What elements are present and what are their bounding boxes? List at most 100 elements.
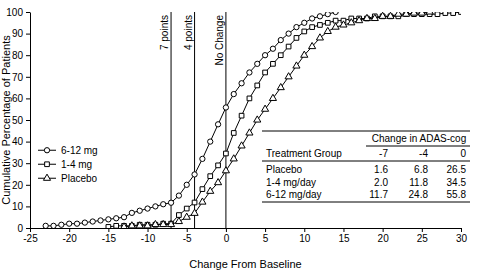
y-tick-label: 90 (12, 28, 24, 39)
x-tick: 0 (224, 228, 230, 244)
x-tick-label: 10 (299, 233, 311, 244)
x-tick-mark (383, 228, 384, 232)
marker (136, 222, 143, 228)
marker (238, 142, 245, 148)
marker (278, 53, 283, 58)
marker (316, 34, 323, 40)
marker (309, 42, 316, 48)
marker (231, 91, 236, 96)
y-tick-mark (26, 163, 30, 164)
marker (43, 223, 48, 228)
marker (317, 14, 322, 19)
legend-entry: 1-4 mg (38, 159, 92, 170)
table-cell: 55.8 (447, 189, 467, 200)
marker (129, 210, 134, 215)
marker (176, 193, 181, 198)
marker (293, 62, 300, 68)
annotation: No Change (214, 15, 225, 66)
series-line (108, 12, 461, 227)
x-tick-mark (69, 228, 70, 232)
legend-entry: Placebo (38, 173, 98, 184)
table-row-label: 1-4 mg/day (266, 177, 316, 188)
x-tick-label: -10 (141, 233, 156, 244)
marker (98, 218, 103, 223)
x-tick-mark (30, 228, 31, 232)
marker (269, 94, 276, 100)
x-tick: -25 (23, 228, 38, 244)
marker (277, 83, 284, 89)
y-tick-mark (26, 142, 30, 143)
marker (114, 223, 119, 228)
y-tick-mark (26, 34, 30, 35)
y-tick: 80 (12, 50, 30, 61)
x-tick-label: -20 (62, 233, 77, 244)
marker (121, 215, 126, 220)
marker (230, 155, 237, 161)
x-tick-label: 15 (338, 233, 350, 244)
x-tick: 5 (263, 228, 269, 244)
table-rule (262, 202, 470, 203)
x-tick-label: -5 (183, 233, 192, 244)
x-tick: 20 (378, 228, 390, 244)
x-axis-line (31, 228, 462, 229)
marker (278, 37, 283, 42)
marker (254, 116, 261, 122)
y-tick-label: 70 (12, 72, 24, 83)
series (120, 12, 433, 228)
marker (184, 182, 189, 187)
marker (270, 46, 275, 51)
marker (192, 200, 197, 205)
table-header: -7 (379, 148, 388, 159)
y-tick-label: 30 (12, 158, 24, 169)
y-tick-label: 100 (6, 7, 23, 18)
marker (286, 31, 291, 36)
y-tick-mark (26, 228, 30, 229)
table-cell: 34.5 (447, 177, 467, 188)
annotation: 4 points (183, 15, 194, 50)
x-tick-mark (343, 228, 344, 232)
table-rule (262, 161, 470, 162)
marker (145, 206, 150, 211)
marker (152, 220, 159, 226)
marker (67, 221, 72, 226)
y-tick-label: 50 (12, 115, 24, 126)
marker (426, 12, 433, 14)
chart: -25-20-15-10-505101520253001020304050607… (0, 0, 488, 278)
x-tick-mark (265, 228, 266, 232)
x-tick-label: 25 (417, 233, 429, 244)
x-tick-mark (108, 228, 109, 232)
marker (309, 16, 314, 21)
marker (224, 151, 229, 156)
marker (379, 12, 386, 18)
marker (302, 20, 307, 25)
x-tick: 10 (299, 228, 311, 244)
marker (200, 187, 205, 192)
x-tick-mark (304, 228, 305, 232)
marker (192, 172, 197, 177)
marker (410, 12, 417, 15)
annotation: 7 points (159, 15, 170, 50)
marker (167, 220, 174, 226)
marker (340, 21, 347, 27)
marker (363, 14, 370, 20)
marker (294, 24, 299, 29)
legend-marker (44, 148, 49, 153)
marker (325, 20, 330, 25)
marker (239, 113, 244, 118)
marker (191, 209, 198, 215)
marker (286, 44, 291, 49)
x-tick: -5 (183, 228, 192, 244)
table-header: -4 (419, 148, 428, 159)
series-line (124, 12, 430, 227)
marker (90, 219, 95, 224)
reference-line (225, 12, 226, 228)
legend-label: Placebo (61, 173, 98, 184)
marker (387, 12, 394, 18)
x-tick-mark (226, 228, 227, 232)
y-tick: 20 (12, 180, 30, 191)
marker (231, 131, 236, 136)
legend: 6-12 mg1-4 mgPlacebo (38, 145, 98, 184)
y-tick: 0 (17, 223, 30, 234)
y-tick-mark (26, 120, 30, 121)
x-tick: -10 (141, 228, 156, 244)
